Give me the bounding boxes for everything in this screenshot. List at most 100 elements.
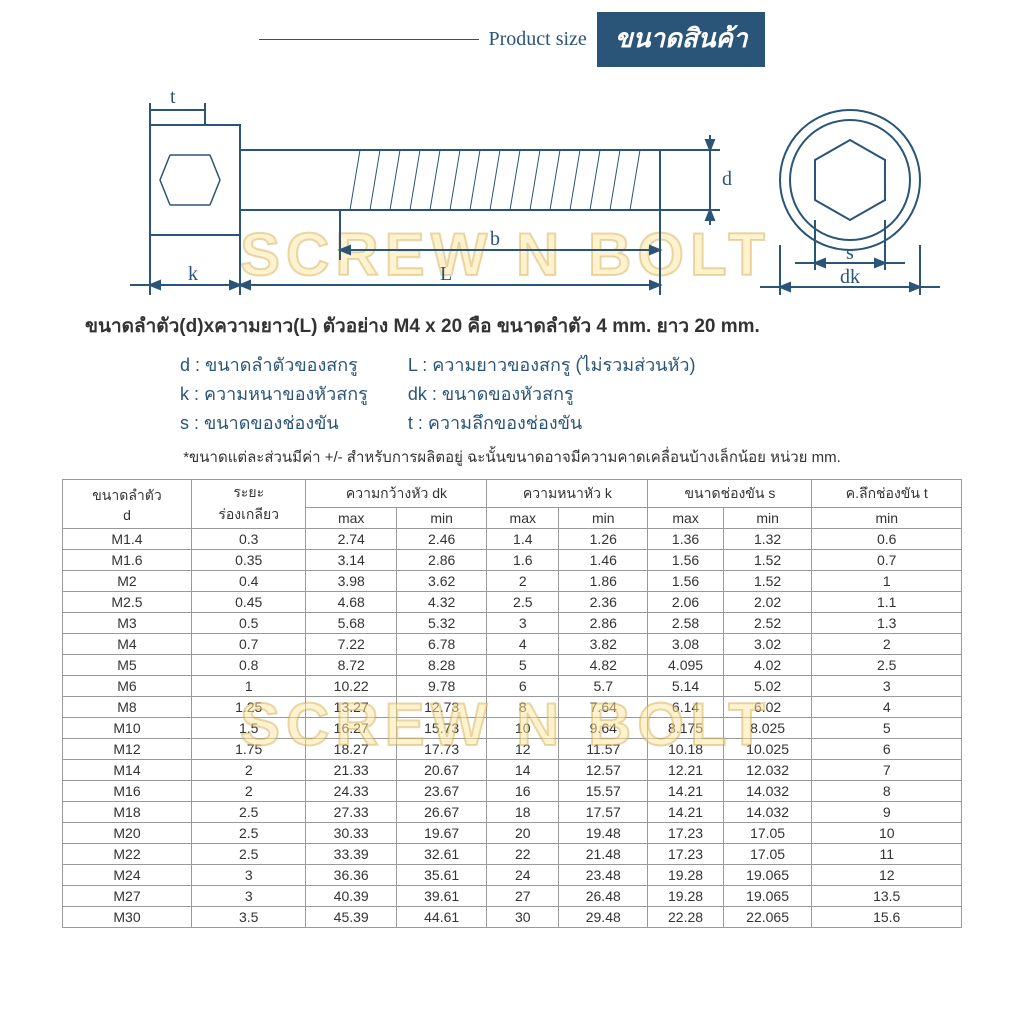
table-cell: 20.67	[396, 760, 486, 781]
table-row: M202.530.3319.672019.4817.2317.0510	[63, 823, 962, 844]
table-cell: M27	[63, 886, 192, 907]
table-cell: 3.08	[648, 634, 723, 655]
table-cell: 1.1	[812, 592, 962, 613]
table-header: max	[648, 507, 723, 528]
table-cell: 4.32	[396, 592, 486, 613]
table-row: M182.527.3326.671817.5714.2114.0329	[63, 802, 962, 823]
table-cell: 3	[191, 886, 305, 907]
table-cell: 2	[487, 571, 559, 592]
table-header: max	[487, 507, 559, 528]
table-cell: 16	[487, 781, 559, 802]
svg-text:d: d	[722, 168, 732, 190]
table-cell: 5.14	[648, 676, 723, 697]
table-cell: 1.3	[812, 613, 962, 634]
table-cell: 3.14	[306, 550, 396, 571]
table-cell: 39.61	[396, 886, 486, 907]
table-cell: 0.5	[191, 613, 305, 634]
table-cell: 2.5	[191, 802, 305, 823]
table-cell: 6.02	[723, 697, 812, 718]
table-cell: 1.56	[648, 571, 723, 592]
table-cell: 5.68	[306, 613, 396, 634]
table-cell: 1.25	[191, 697, 305, 718]
table-cell: 22.28	[648, 907, 723, 928]
table-cell: 2.5	[812, 655, 962, 676]
table-cell: 24.33	[306, 781, 396, 802]
table-cell: 14	[487, 760, 559, 781]
table-cell: 19.48	[559, 823, 648, 844]
table-cell: 17.05	[723, 823, 812, 844]
table-cell: 10	[812, 823, 962, 844]
table-cell: 1.36	[648, 529, 723, 550]
table-cell: 2.02	[723, 592, 812, 613]
table-cell: 4.82	[559, 655, 648, 676]
table-cell: 29.48	[559, 907, 648, 928]
table-cell: 17.57	[559, 802, 648, 823]
header: Product size ขนาดสินค้า	[0, 0, 1024, 75]
table-row: M27340.3939.612726.4819.2819.06513.5	[63, 886, 962, 907]
table-cell: 14.032	[723, 781, 812, 802]
description: ขนาดลำตัว(d)xความยาว(L) ตัวอย่าง M4 x 20…	[0, 311, 1024, 437]
table-row: M2.50.454.684.322.52.362.062.021.1	[63, 592, 962, 613]
desc-title: ขนาดลำตัว(d)xความยาว(L) ตัวอย่าง M4 x 20…	[85, 311, 974, 341]
table-cell: 18.27	[306, 739, 396, 760]
table-cell: 20	[487, 823, 559, 844]
svg-text:t: t	[170, 86, 176, 108]
table-cell: 27	[487, 886, 559, 907]
table-header: min	[723, 507, 812, 528]
table-cell: 12.032	[723, 760, 812, 781]
table-cell: 9.78	[396, 676, 486, 697]
table-cell: 32.61	[396, 844, 486, 865]
table-cell: 12.73	[396, 697, 486, 718]
table-cell: 26.67	[396, 802, 486, 823]
svg-text:k: k	[188, 263, 198, 285]
table-row: M1.60.353.142.861.61.461.561.520.7	[63, 550, 962, 571]
table-cell: 0.7	[191, 634, 305, 655]
table-cell: 1.5	[191, 718, 305, 739]
table-cell: 8.025	[723, 718, 812, 739]
table-cell: 2	[191, 760, 305, 781]
table-cell: 2.06	[648, 592, 723, 613]
table-cell: 14.21	[648, 781, 723, 802]
table-cell: 1.52	[723, 571, 812, 592]
table-cell: 36.36	[306, 865, 396, 886]
table-cell: 12.57	[559, 760, 648, 781]
table-header: ขนาดช่องขัน s	[648, 480, 812, 508]
legend-item: L : ความยาวของสกรู (ไม่รวมส่วนหัว)	[408, 351, 696, 380]
table-cell: 19.065	[723, 865, 812, 886]
table-header: ขนาดลำตัวd	[63, 480, 192, 529]
table-cell: 5	[487, 655, 559, 676]
table-cell: 23.48	[559, 865, 648, 886]
table-cell: 2	[191, 781, 305, 802]
table-cell: 4	[812, 697, 962, 718]
table-cell: M10	[63, 718, 192, 739]
table-cell: M6	[63, 676, 192, 697]
table-cell: 13.5	[812, 886, 962, 907]
table-cell: 18	[487, 802, 559, 823]
spec-table: ขนาดลำตัวdระยะร่องเกลียวความกว้างหัว dkค…	[62, 479, 962, 928]
table-cell: 8.175	[648, 718, 723, 739]
table-header: ค.ลึกช่องขัน t	[812, 480, 962, 508]
legend-item: d : ขนาดลำตัวของสกรู	[180, 351, 368, 380]
table-row: M24336.3635.612423.4819.2819.06512	[63, 865, 962, 886]
note: *ขนาดแต่ละส่วนมีค่า +/- สำหรับการผลิตอยู…	[0, 445, 1024, 469]
table-cell: 3.82	[559, 634, 648, 655]
table-cell: 0.4	[191, 571, 305, 592]
table-cell: 17.23	[648, 844, 723, 865]
table-cell: 1.46	[559, 550, 648, 571]
table-cell: 8	[487, 697, 559, 718]
table-cell: 1.6	[487, 550, 559, 571]
table-cell: M14	[63, 760, 192, 781]
table-row: M16224.3323.671615.5714.2114.0328	[63, 781, 962, 802]
table-cell: 45.39	[306, 907, 396, 928]
legend-item: t : ความลึกของช่องขัน	[408, 409, 696, 438]
table-cell: 0.6	[812, 529, 962, 550]
legend-item: s : ขนาดของช่องขัน	[180, 409, 368, 438]
table-cell: 30	[487, 907, 559, 928]
table-cell: 6.14	[648, 697, 723, 718]
table-cell: 2.5	[487, 592, 559, 613]
table-cell: M30	[63, 907, 192, 928]
table-cell: M2.5	[63, 592, 192, 613]
table-cell: 35.61	[396, 865, 486, 886]
table-cell: 19.67	[396, 823, 486, 844]
table-cell: 19.28	[648, 886, 723, 907]
